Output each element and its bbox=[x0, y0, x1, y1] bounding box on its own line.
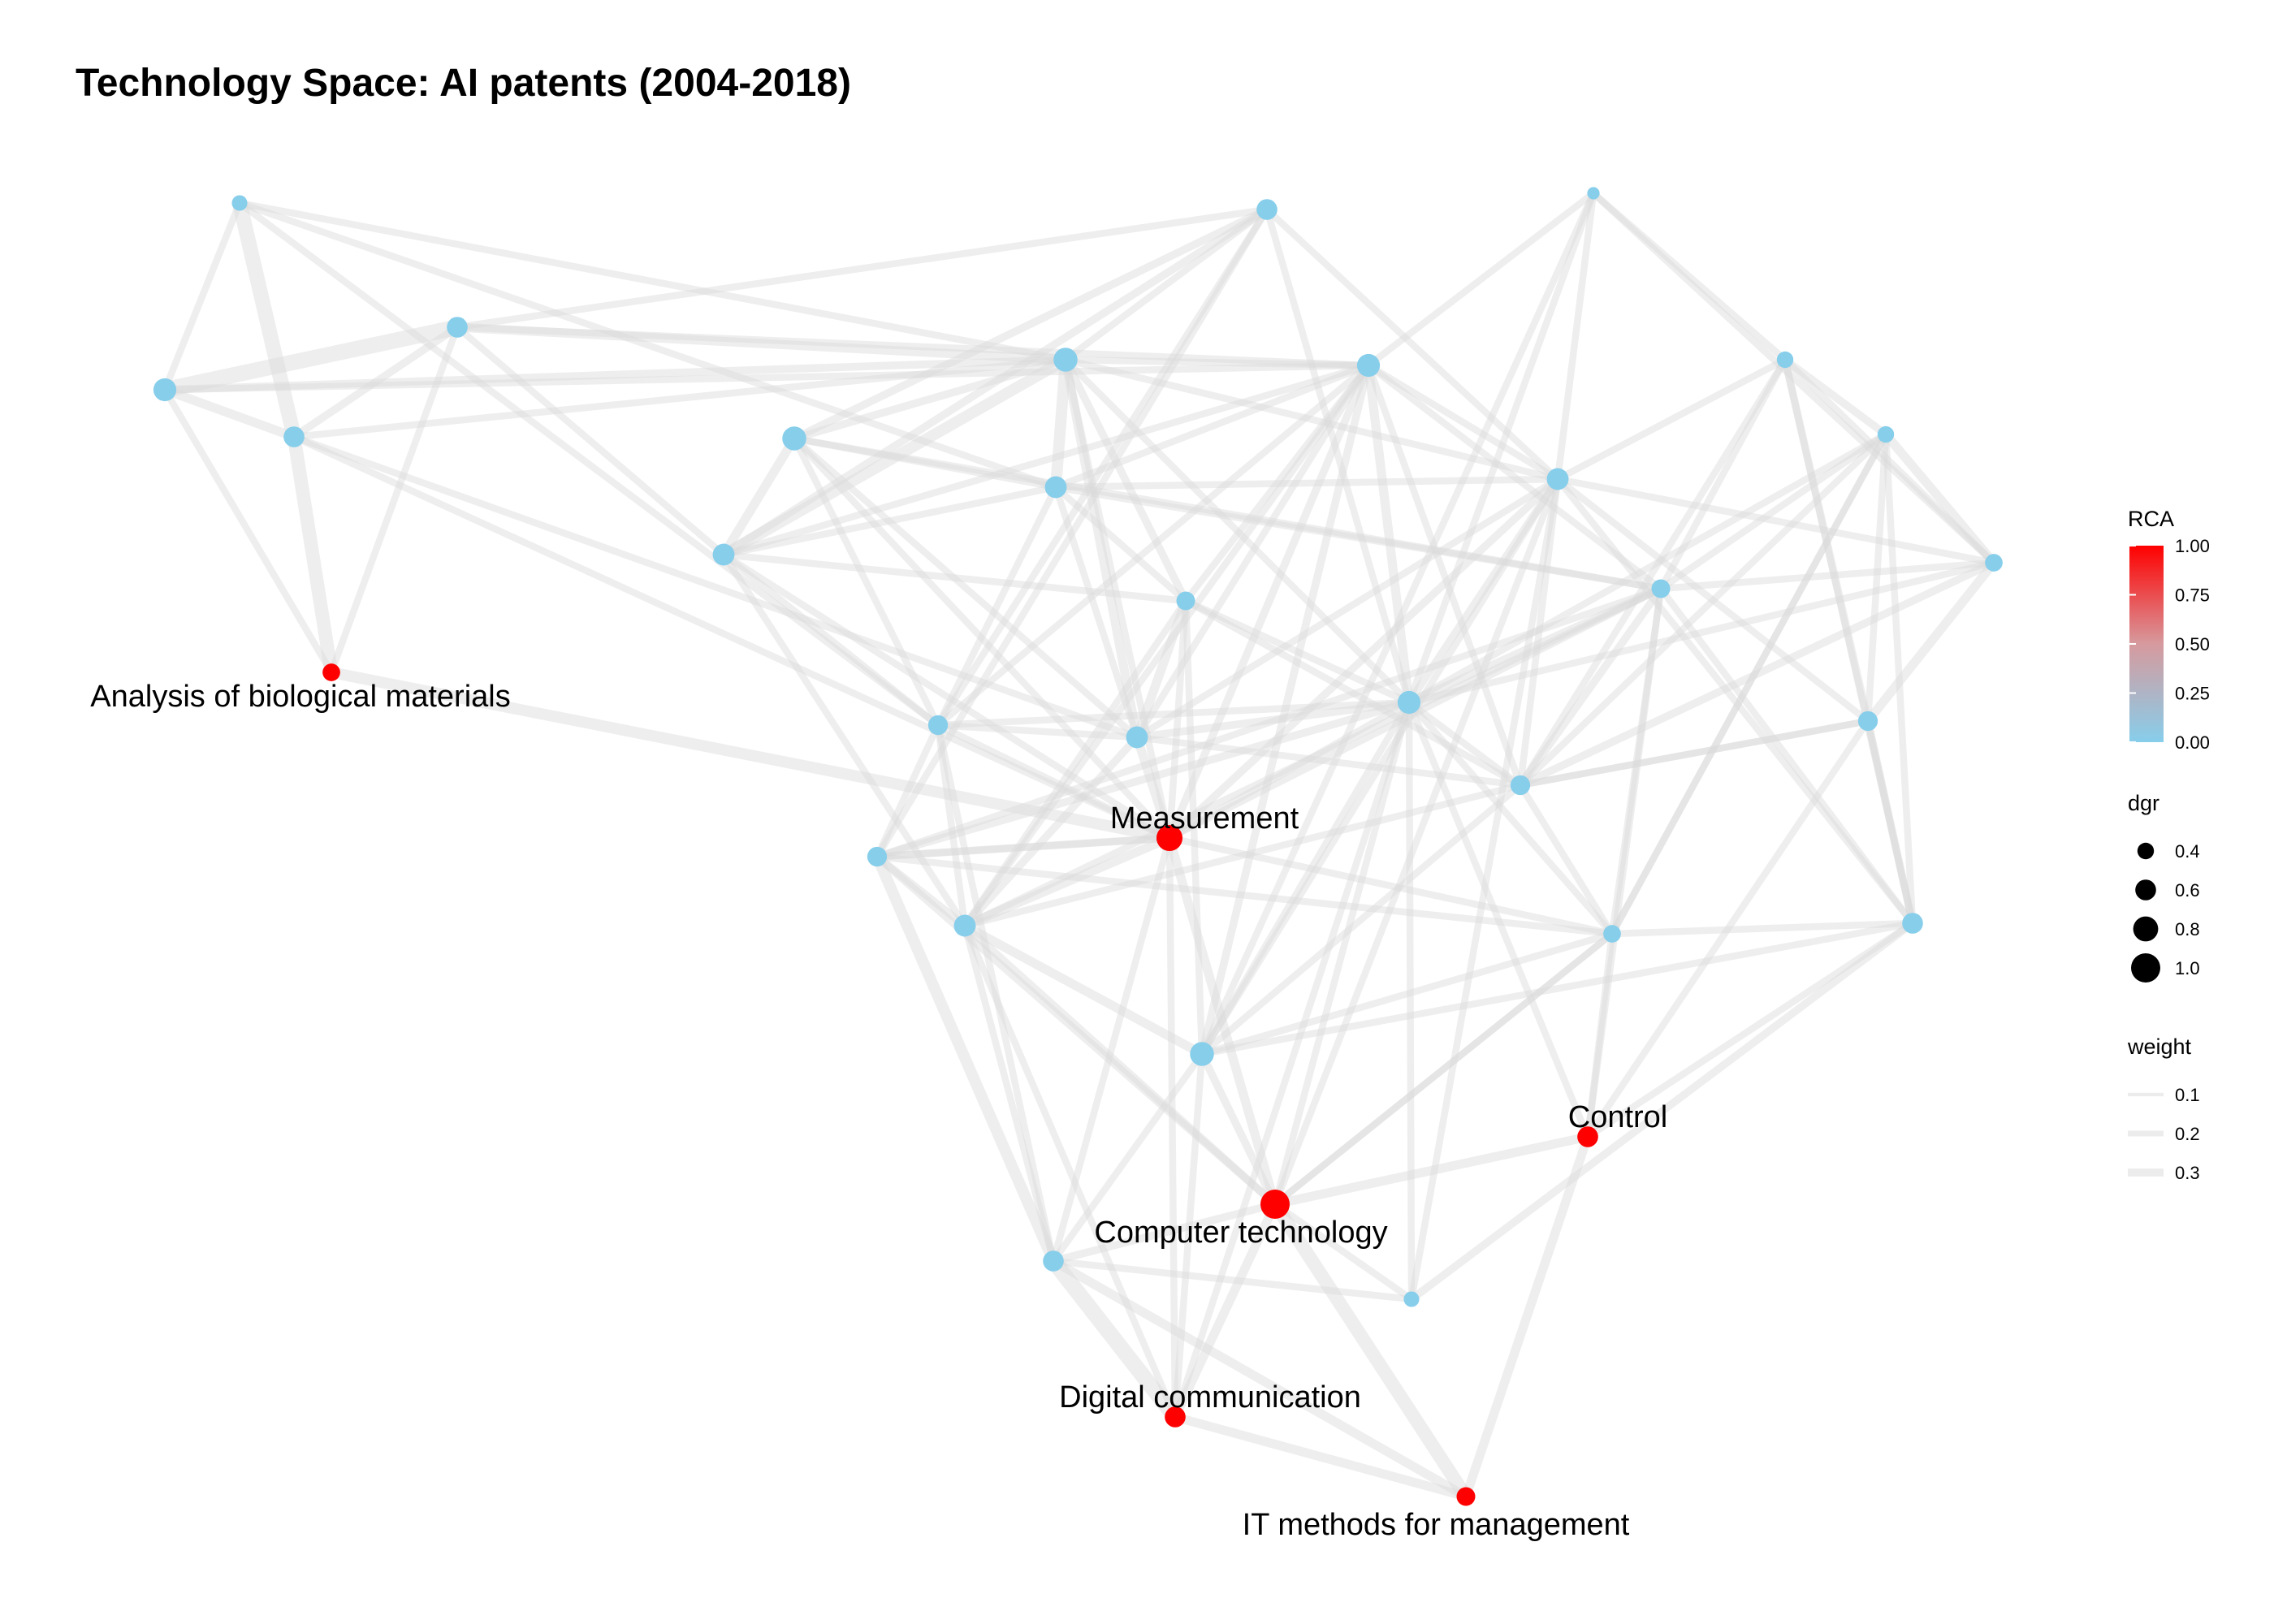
node-n11 bbox=[1177, 592, 1195, 611]
legend-dgr-label: 0.4 bbox=[2175, 841, 2200, 862]
node-n27 bbox=[1878, 426, 1894, 443]
edge-n20-n33 bbox=[1409, 702, 1412, 1299]
node-n31 bbox=[1904, 915, 1921, 931]
node-label-n25: Control bbox=[1568, 1100, 1668, 1134]
node-n1 bbox=[231, 195, 247, 210]
node-n21 bbox=[1652, 580, 1671, 598]
edge-n27-n29 bbox=[1868, 434, 1886, 721]
legend-rca: RCA 1.00 0.75 0.50 0.25 0.00 bbox=[2128, 507, 2210, 753]
legend-dgr-items: 0.4 0.6 0.8 1.0 bbox=[2131, 841, 2200, 983]
node-n22 bbox=[1511, 775, 1530, 795]
node-n10 bbox=[1045, 477, 1067, 499]
legend-dgr-title: dgr bbox=[2128, 791, 2159, 815]
legend-weight-label: 0.1 bbox=[2175, 1085, 2200, 1105]
node-n32 bbox=[1548, 469, 1567, 489]
node-n23 bbox=[1190, 1042, 1214, 1066]
edge-n10-n21 bbox=[1056, 487, 1661, 589]
node-n19 bbox=[1587, 187, 1599, 199]
legend-dgr-label: 0.8 bbox=[2175, 919, 2200, 939]
node-n14 bbox=[928, 715, 948, 735]
edge-n25-n37 bbox=[1466, 1137, 1588, 1497]
legend-weight: weight 0.1 0.2 0.3 bbox=[2127, 1034, 2200, 1183]
legend-dgr-dot bbox=[2135, 879, 2156, 901]
legend-rca-tick-label: 0.75 bbox=[2175, 585, 2210, 606]
node-n28 bbox=[1985, 554, 2003, 572]
node-n16 bbox=[867, 847, 887, 866]
node-n8 bbox=[1256, 199, 1278, 220]
node-n5 bbox=[322, 663, 340, 681]
node-label-n37: IT methods for management bbox=[1243, 1508, 1630, 1542]
legend-dgr: dgr 0.4 0.6 0.8 1.0 bbox=[2128, 791, 2200, 983]
node-n20 bbox=[1398, 691, 1420, 714]
node-n3 bbox=[153, 378, 176, 401]
legend-dgr-dot bbox=[2138, 843, 2154, 859]
legend-weight-swatch bbox=[2128, 1131, 2164, 1137]
edge-n23-n31 bbox=[1202, 923, 1913, 1054]
legend-rca-title: RCA bbox=[2128, 507, 2174, 531]
legend-rca-tick-label: 0.50 bbox=[2175, 634, 2210, 654]
node-n33 bbox=[1403, 1291, 1419, 1307]
legend-weight-swatch bbox=[2128, 1093, 2164, 1096]
node-n37 bbox=[1457, 1488, 1476, 1506]
legend-weight-label: 0.3 bbox=[2175, 1163, 2200, 1183]
node-label-n36: Digital communication bbox=[1059, 1380, 1361, 1415]
legend-dgr-label: 0.6 bbox=[2175, 880, 2200, 901]
edge-n1-n3 bbox=[165, 203, 240, 390]
legend-weight-items: 0.1 0.2 0.3 bbox=[2128, 1085, 2200, 1183]
chart-title: Technology Space: AI patents (2004-2018) bbox=[76, 62, 851, 105]
node-n26 bbox=[1777, 352, 1793, 368]
legend-dgr-dot bbox=[2133, 917, 2159, 942]
edge-n6-n14 bbox=[794, 438, 938, 725]
edges-layer bbox=[165, 193, 1994, 1497]
node-n7 bbox=[713, 544, 735, 566]
node-n29 bbox=[1858, 711, 1878, 731]
node-n15 bbox=[954, 915, 976, 937]
legend-weight-title: weight bbox=[2127, 1034, 2192, 1059]
legend-rca-tick-label: 0.25 bbox=[2175, 684, 2210, 704]
node-n4 bbox=[283, 426, 305, 447]
legend-dgr-label: 1.0 bbox=[2175, 958, 2200, 978]
node-n2 bbox=[447, 317, 468, 338]
legend-rca-tick-label: 1.00 bbox=[2175, 536, 2210, 556]
node-n9 bbox=[1053, 348, 1078, 372]
node-label-n34: Computer technology bbox=[1094, 1216, 1387, 1250]
edge-n2-n7 bbox=[457, 327, 724, 555]
node-label-n5: Analysis of biological materials bbox=[90, 680, 510, 714]
edge-n10-n18 bbox=[1056, 479, 1558, 487]
edge-n3-n4 bbox=[165, 390, 294, 437]
node-n24 bbox=[1603, 925, 1621, 943]
node-label-n13: Measurement bbox=[1110, 801, 1299, 836]
node-n12 bbox=[1126, 727, 1148, 749]
legend-weight-label: 0.2 bbox=[2175, 1124, 2200, 1144]
legend-weight-swatch bbox=[2128, 1168, 2164, 1177]
edge-n7-n14 bbox=[724, 555, 938, 725]
edge-n22-n24 bbox=[1520, 785, 1612, 934]
node-n6 bbox=[782, 426, 806, 451]
node-n17 bbox=[1357, 354, 1380, 377]
node-n34 bbox=[1260, 1190, 1290, 1219]
edge-n14-n17 bbox=[938, 365, 1368, 725]
node-n35 bbox=[1043, 1250, 1064, 1272]
legend-rca-tick-label: 0.00 bbox=[2175, 732, 2210, 753]
edge-n17-n18 bbox=[1368, 365, 1558, 479]
edge-n1-n14 bbox=[240, 203, 938, 725]
edge-n19-n26 bbox=[1593, 193, 1785, 360]
edge-n9-n10 bbox=[1056, 360, 1066, 487]
legend-dgr-dot bbox=[2131, 953, 2160, 983]
